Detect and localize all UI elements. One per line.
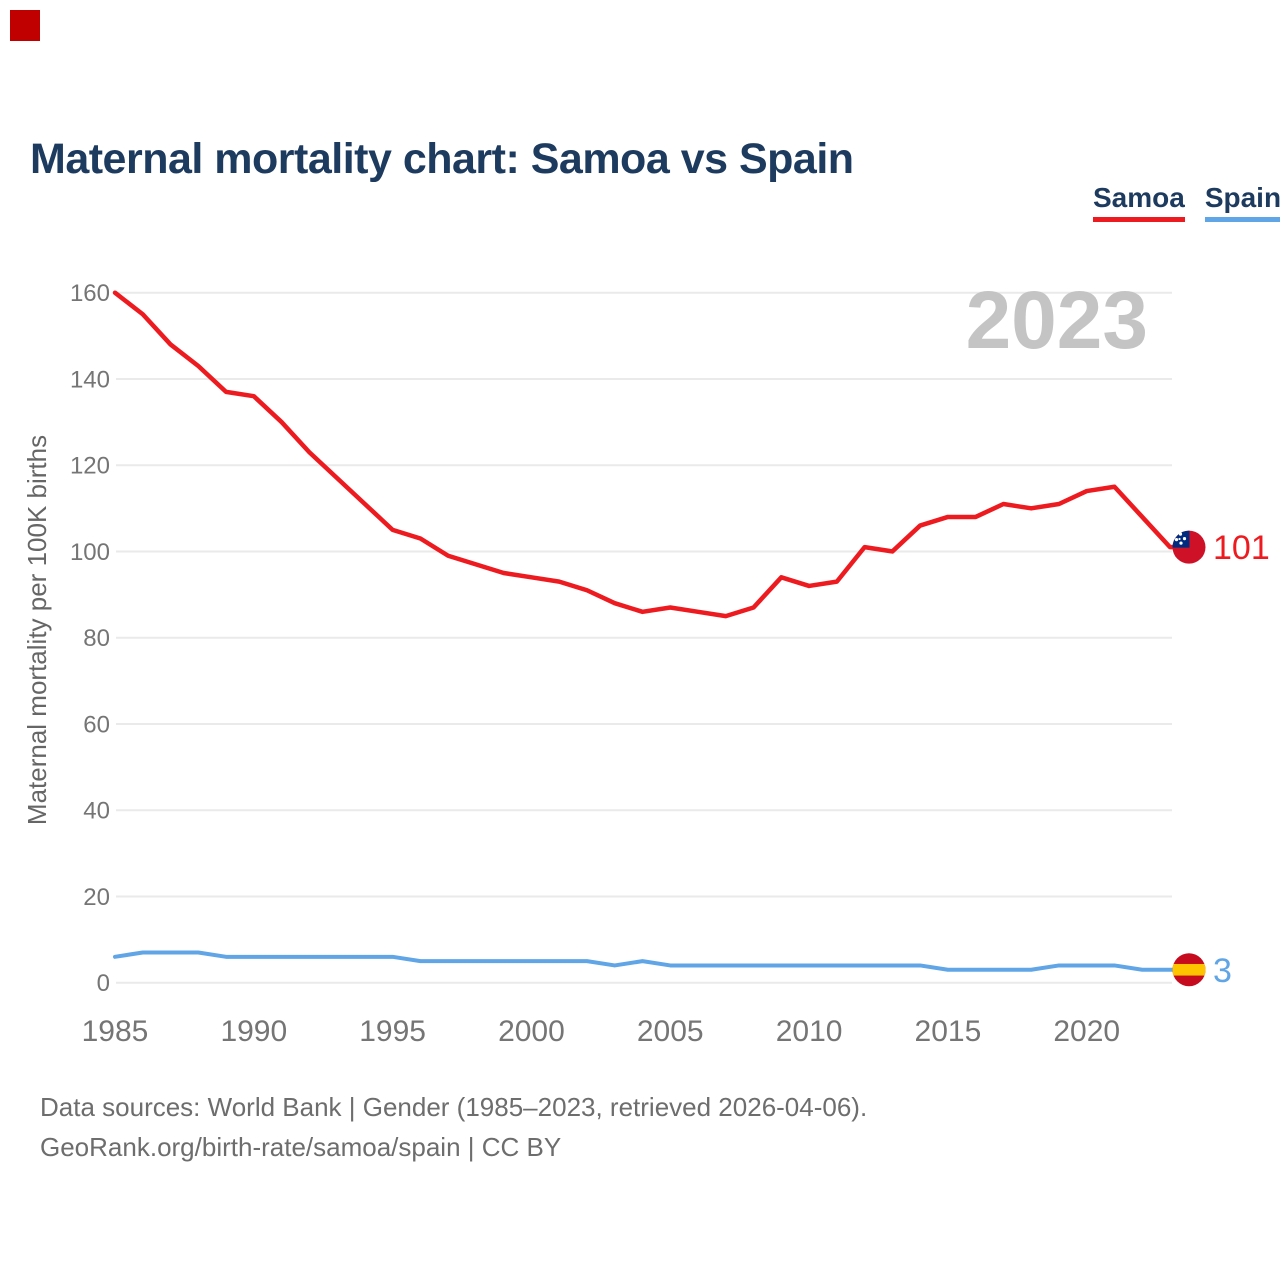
- legend-label-samoa: Samoa: [1093, 182, 1185, 213]
- legend-underline-spain: [1204, 217, 1280, 222]
- recording-indicator: [10, 10, 40, 41]
- footer-attribution: Data sources: World Bank | Gender (1985–…: [40, 1087, 867, 1167]
- legend-item-samoa[interactable]: Samoa: [1093, 184, 1185, 222]
- footer-license: GeoRank.org/birth-rate/samoa/spain | CC …: [40, 1132, 562, 1162]
- legend: Samoa Spain: [1093, 184, 1280, 222]
- page-title: Maternal mortality chart: Samoa vs Spain: [30, 134, 854, 183]
- gridlines: [116, 291, 1172, 984]
- y-tick-label: 20: [83, 884, 110, 911]
- x-tick-label: 2000: [498, 1015, 565, 1048]
- samoa-end-value: 101: [1213, 529, 1270, 567]
- y-tick-label: 40: [83, 798, 110, 825]
- x-tick-label: 2015: [915, 1015, 982, 1048]
- x-tick-label: 2020: [1053, 1015, 1120, 1048]
- x-tick-label: 2010: [776, 1015, 843, 1048]
- x-axis-tick-labels: 1985 1990 1995 2000 2005 2010 2015 2020: [82, 1015, 1120, 1048]
- footer-sources: Data sources: World Bank | Gender (1985–…: [40, 1092, 868, 1122]
- end-markers: 101 3: [1172, 529, 1270, 990]
- x-tick-label: 1995: [359, 1015, 426, 1048]
- y-tick-label: 140: [70, 366, 110, 393]
- legend-label-spain: Spain: [1204, 182, 1280, 213]
- y-tick-label: 100: [70, 539, 110, 566]
- y-tick-label: 120: [70, 453, 110, 480]
- x-tick-label: 1985: [82, 1015, 149, 1048]
- x-tick-label: 1990: [220, 1015, 287, 1048]
- y-tick-label: 0: [97, 970, 110, 997]
- samoa-line: [112, 290, 1181, 619]
- year-watermark: 2023: [966, 275, 1148, 366]
- y-axis-title: Maternal mortality per 100K births: [22, 435, 52, 825]
- y-axis-tick-labels: 0 20 40 60 80 100 120 140 160: [70, 280, 110, 997]
- legend-item-spain[interactable]: Spain: [1204, 182, 1280, 222]
- legend-underline-samoa: [1093, 217, 1185, 222]
- spain-flag-icon: [1172, 953, 1206, 987]
- samoa-flag-icon: [1172, 530, 1206, 564]
- y-tick-label: 60: [83, 711, 110, 738]
- spain-end-value: 3: [1213, 952, 1232, 990]
- y-tick-label: 160: [70, 280, 110, 307]
- spain-line: [113, 950, 1180, 972]
- y-tick-label: 80: [83, 625, 110, 652]
- x-tick-label: 2005: [637, 1015, 704, 1048]
- data-series: [112, 290, 1181, 972]
